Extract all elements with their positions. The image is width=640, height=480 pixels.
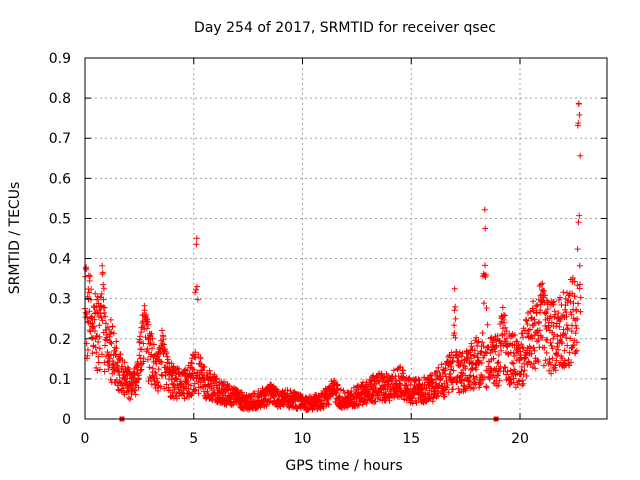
y-tick-label: 0.6: [49, 171, 71, 187]
axis-ticks: 0 0.1 0.2 0.3 0.4 0.5 0.6 0.7 0.8 0.9 0 5 10 15 20: [49, 51, 607, 447]
grid: [85, 58, 607, 419]
x-tick-label: 20: [511, 431, 529, 447]
y-tick-label: 0.8: [49, 91, 71, 107]
x-tick-label: 10: [294, 431, 312, 447]
y-axis-title: SRMTID / TECUs: [7, 182, 23, 295]
x-tick-label: 0: [81, 431, 90, 447]
y-tick-label: 0.5: [49, 211, 71, 227]
y-tick-label: 0.2: [49, 332, 71, 348]
y-tick-label: 0.9: [49, 51, 71, 67]
y-tick-label: 0.4: [49, 252, 71, 268]
y-tick-label: 0: [62, 412, 71, 428]
scatter-points: [82, 100, 584, 414]
data-points: [82, 100, 584, 422]
x-tick-label: 5: [189, 431, 198, 447]
chart-title: Day 254 of 2017, SRMTID for receiver qse…: [194, 20, 496, 36]
x-axis-title: GPS time / hours: [285, 458, 402, 474]
y-tick-label: 0.1: [49, 372, 71, 388]
y-tick-label: 0.3: [49, 292, 71, 308]
y-tick-label: 0.7: [49, 131, 71, 147]
plot-frame: [84, 57, 608, 420]
x-tick-label: 15: [402, 431, 420, 447]
